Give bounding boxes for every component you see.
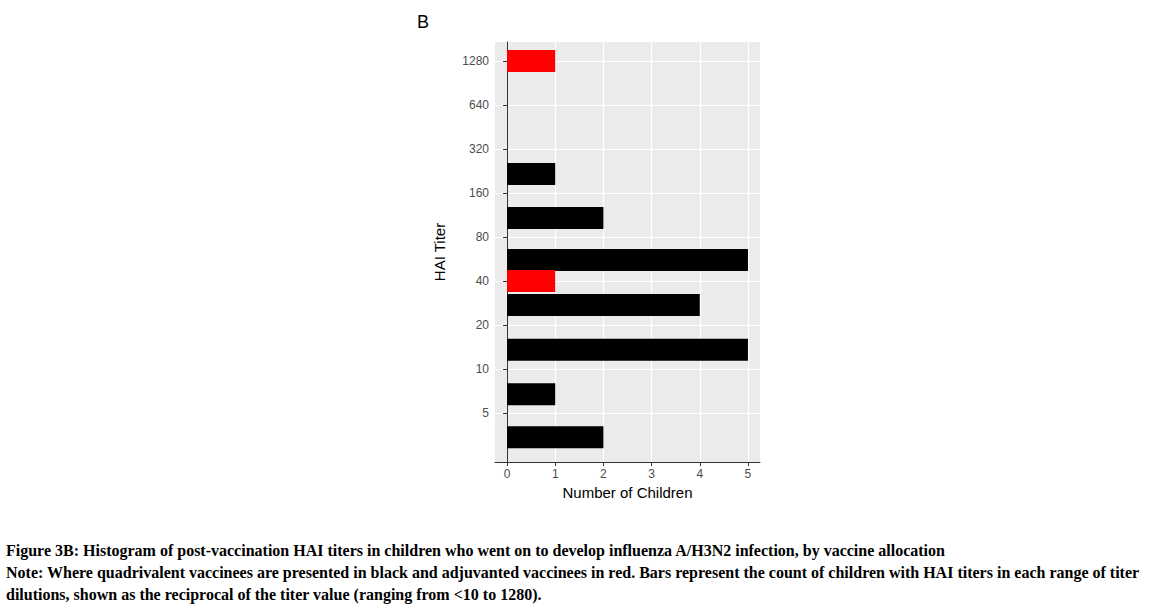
html-text:Note: Where quadrivalent vacci: Note: Where quadrivalent vaccinees are p… [6, 564, 1139, 603]
svg-text:HAI Titer: HAI Titer [431, 223, 448, 281]
svg-text:160: 160 [469, 186, 489, 200]
svg-text:2: 2 [600, 467, 607, 481]
svg-text:320: 320 [469, 142, 489, 156]
svg-text:1280: 1280 [462, 54, 489, 68]
svg-text:3: 3 [648, 467, 655, 481]
svg-text:4: 4 [696, 467, 703, 481]
svg-text:80: 80 [476, 230, 490, 244]
svg-text:1: 1 [552, 467, 559, 481]
svg-text:10: 10 [476, 362, 490, 376]
svg-text:20: 20 [476, 318, 490, 332]
html-text:Figure 3B: Histogram of post-v: Figure 3B: Histogram of post-vaccination… [6, 542, 945, 559]
svg-text:40: 40 [476, 274, 490, 288]
svg-text:0: 0 [504, 467, 511, 481]
svg-text:5: 5 [482, 406, 489, 420]
svg-text:Number of Children: Number of Children [562, 484, 692, 501]
svg-text:640: 640 [469, 98, 489, 112]
svg-text:5: 5 [745, 467, 752, 481]
svg-text:B: B [417, 12, 429, 32]
